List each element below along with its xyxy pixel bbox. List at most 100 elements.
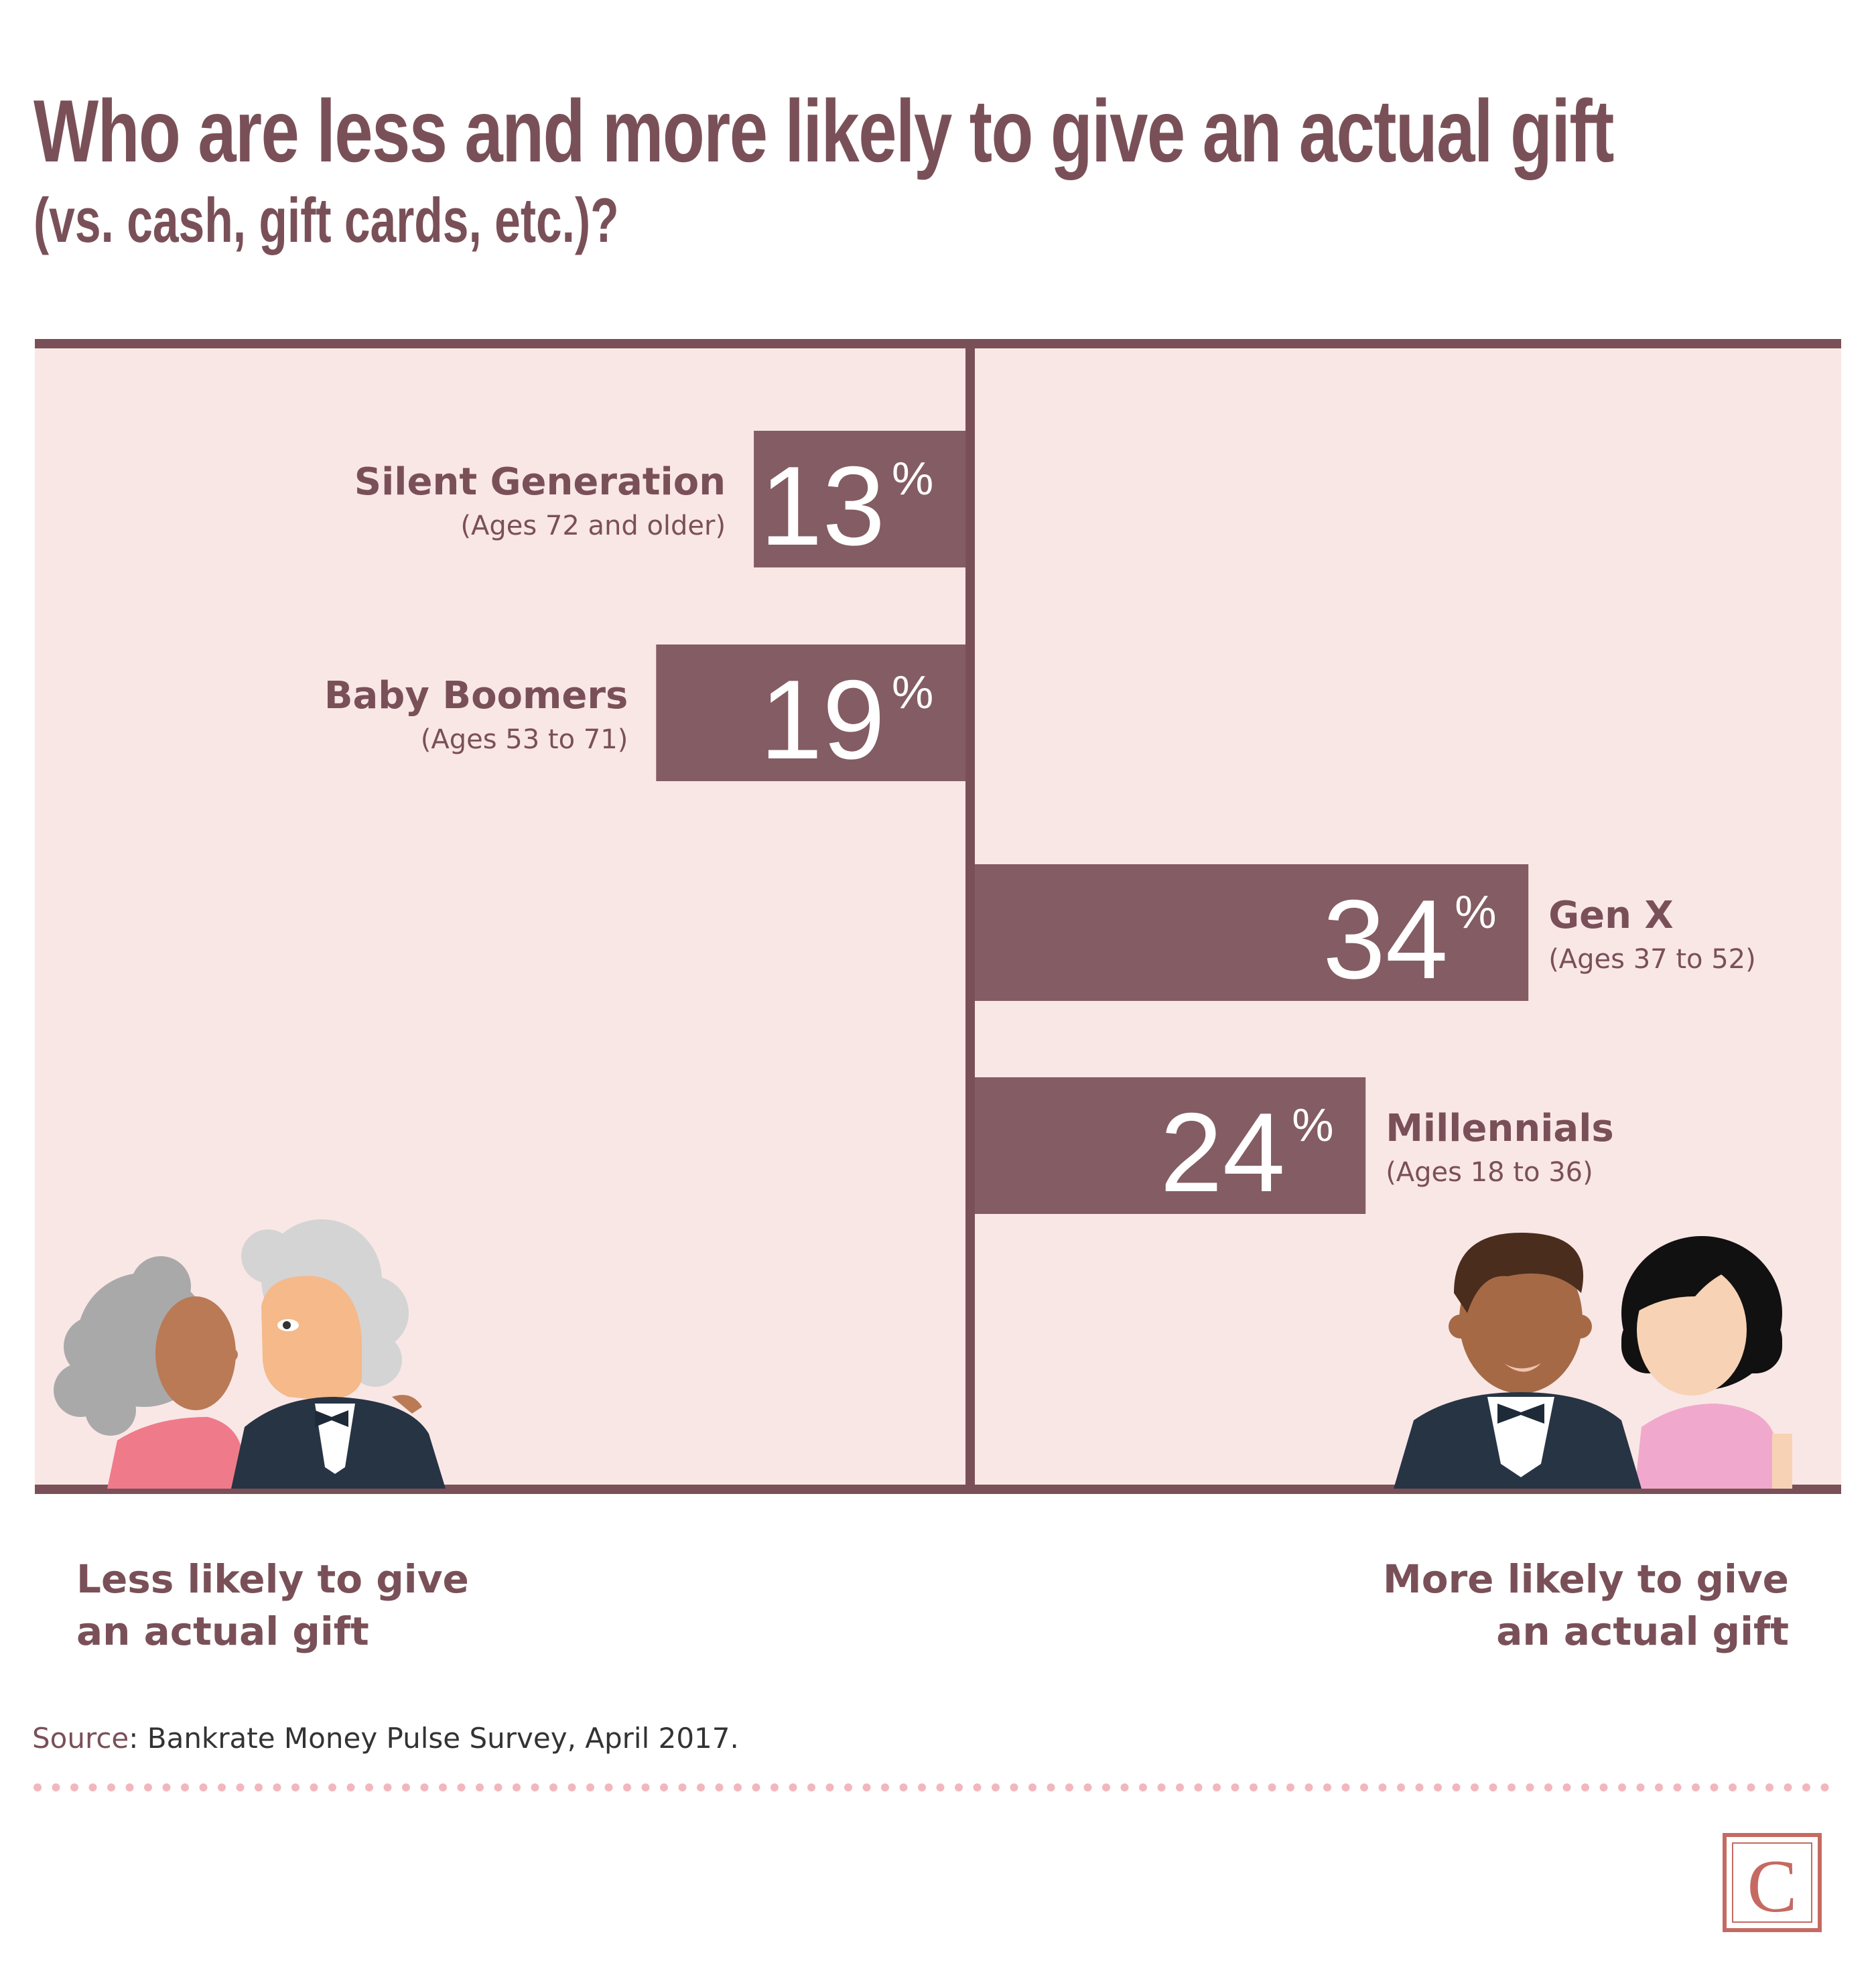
divider-dot — [1581, 1783, 1589, 1791]
divider-dot — [1286, 1783, 1294, 1791]
divider-dot — [125, 1783, 134, 1791]
bar-gen-x — [975, 864, 1529, 1001]
divider-dot — [1710, 1783, 1719, 1791]
divider-dot — [402, 1783, 410, 1791]
category-label-silent-generation: Silent Generation — [354, 460, 726, 504]
divider-dot — [844, 1783, 852, 1791]
divider-dot — [641, 1783, 650, 1791]
divider-dot — [1047, 1783, 1055, 1791]
bottom-rule — [35, 1485, 1841, 1494]
divider-dot — [807, 1783, 815, 1791]
divider-dot — [1452, 1783, 1461, 1791]
source-text: : Bankrate Money Pulse Survey, April 201… — [129, 1722, 739, 1755]
divider-dot — [1471, 1783, 1479, 1791]
divider-dot — [1692, 1783, 1700, 1791]
divider-dot — [218, 1783, 226, 1791]
divider-dot — [181, 1783, 189, 1791]
divider-dot — [1562, 1783, 1571, 1791]
divider-dot — [1397, 1783, 1405, 1791]
value-unit-millennials: % — [1292, 1099, 1333, 1151]
value-label-millennials: 24 — [1160, 1089, 1285, 1215]
divider-dot — [162, 1783, 171, 1791]
less-likely-line2: an actual gift — [76, 1609, 369, 1654]
category-note-millennials: (Ages 18 to 36) — [1386, 1157, 1593, 1188]
divider-dot — [936, 1783, 945, 1791]
divider-dot — [973, 1783, 982, 1791]
divider-dot — [494, 1783, 503, 1791]
divider-dot — [52, 1783, 60, 1791]
divider-dot — [1360, 1783, 1368, 1791]
category-note-baby-boomers: (Ages 53 to 71) — [421, 724, 628, 755]
divider-dot — [1102, 1783, 1110, 1791]
bars-layer: 13 %Silent Generation(Ages 72 and older)1… — [324, 431, 1756, 1215]
bar-group-baby-boomers: 19 % Baby Boomers (Ages 53 to 71) — [324, 644, 965, 783]
divider-dot — [623, 1783, 631, 1791]
top-rule — [35, 339, 1841, 348]
divider-dot — [107, 1783, 115, 1791]
more-likely-label: More likely to give an actual gift — [1383, 1553, 1789, 1657]
dotted-divider — [34, 1783, 1829, 1791]
divider-dot — [1231, 1783, 1240, 1791]
divider-dot — [1729, 1783, 1737, 1791]
divider-dot — [1765, 1783, 1773, 1791]
divider-dot — [1618, 1783, 1626, 1791]
divider-dot — [881, 1783, 889, 1791]
divider-dot — [549, 1783, 557, 1791]
divider-dot — [1268, 1783, 1276, 1791]
divider-dot — [752, 1783, 760, 1791]
value-label-baby-boomers: 19 — [760, 657, 885, 783]
divider-dot — [144, 1783, 152, 1791]
divider-dot — [1323, 1783, 1331, 1791]
divider-dot — [273, 1783, 281, 1791]
value-unit-gen-x: % — [1455, 886, 1496, 938]
category-label-millennials: Millennials — [1386, 1107, 1614, 1150]
logo-letter: C — [1747, 1845, 1798, 1928]
divider-dot — [1544, 1783, 1552, 1791]
less-likely-line1: Less likely to give — [76, 1556, 469, 1602]
bar-group-silent-generation: 13 % Silent Generation (Ages 72 and older) — [354, 431, 965, 569]
more-likely-line1: More likely to give — [1383, 1556, 1789, 1602]
divider-dot — [1526, 1783, 1534, 1791]
divider-dot — [1028, 1783, 1036, 1791]
divider-dot — [992, 1783, 1000, 1791]
divider-dot — [236, 1783, 245, 1791]
divider-dot — [1489, 1783, 1497, 1791]
divider-dot — [955, 1783, 963, 1791]
category-note-silent-generation: (Ages 72 and older) — [460, 511, 726, 541]
divider-dot — [1378, 1783, 1387, 1791]
divider-dot — [1508, 1783, 1516, 1791]
divider-dot — [1802, 1783, 1810, 1791]
source-note: Source: Bankrate Money Pulse Survey, Apr… — [32, 1722, 739, 1755]
bar-silent-generation — [754, 431, 965, 567]
divider-dot — [457, 1783, 466, 1791]
divider-dot — [291, 1783, 299, 1791]
young-couple-illustration — [1394, 1233, 1792, 1489]
older-couple-illustration — [54, 1219, 446, 1489]
divider-dot — [825, 1783, 834, 1791]
value-label-silent-generation: 13 — [760, 443, 885, 569]
value-label-gen-x: 34 — [1323, 876, 1448, 1002]
bar-group-gen-x: 34% Gen X (Ages 37 to 52) — [975, 864, 1756, 1002]
divider-dot — [1341, 1783, 1350, 1791]
category-label-baby-boomers: Baby Boomers — [324, 674, 628, 718]
category-note-gen-x: (Ages 37 to 52) — [1548, 944, 1756, 975]
divider-dot — [1599, 1783, 1608, 1791]
value-unit-silent-generation: % — [892, 452, 933, 504]
divider-dot — [513, 1783, 521, 1791]
divider-dot — [1434, 1783, 1442, 1791]
divider-dot — [34, 1783, 42, 1791]
category-label-gen-x: Gen X — [1548, 894, 1673, 937]
divider-dot — [255, 1783, 263, 1791]
divider-dot — [346, 1783, 355, 1791]
divider-dot — [1120, 1783, 1129, 1791]
divider-dot — [365, 1783, 373, 1791]
divider-dot — [1010, 1783, 1018, 1791]
divider-dot — [1083, 1783, 1092, 1791]
bar-baby-boomers — [656, 644, 965, 781]
divider-dot — [586, 1783, 594, 1791]
bar-group-millennials: 24% Millennials (Ages 18 to 36) — [975, 1077, 1614, 1215]
center-axis — [965, 346, 975, 1489]
divider-dot — [1213, 1783, 1221, 1791]
divider-dot — [1139, 1783, 1147, 1791]
divider-dot — [1747, 1783, 1755, 1791]
